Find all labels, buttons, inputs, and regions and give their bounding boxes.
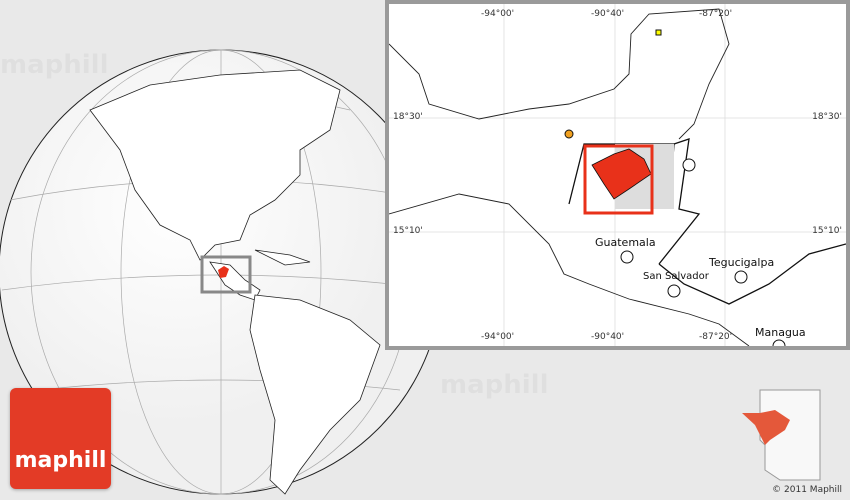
city-marker <box>564 129 574 139</box>
highlight-region <box>218 266 229 278</box>
watermark: maphill <box>0 50 109 80</box>
continents <box>89 69 381 495</box>
longitude-label: -87°20' <box>699 9 733 19</box>
longitude-label: -90°40' <box>591 9 625 19</box>
highlight-box <box>583 144 654 215</box>
region-silhouette <box>742 389 821 481</box>
maphill-logo[interactable]: maphill <box>10 388 111 489</box>
watermark: maphill <box>440 370 549 400</box>
capital-markers <box>620 158 786 346</box>
city-label: Tegucigalpa <box>709 256 775 269</box>
longitude-label: -87°20' <box>699 332 733 342</box>
longitude-label: -94°00' <box>481 9 515 19</box>
longitude-label: -90°40' <box>591 332 625 342</box>
inset-locator-box <box>200 255 252 294</box>
city-marker <box>655 29 662 36</box>
inset-map: -94°00' -90°40' -87°20' -94°00' -90°40' … <box>385 0 850 350</box>
longitude-label: -94°00' <box>481 332 515 342</box>
logo-text: maphill <box>14 448 107 473</box>
city-label: Guatemala <box>595 236 656 249</box>
latitude-label: 18°30' <box>812 112 842 122</box>
inset-graticule <box>389 4 846 346</box>
highlight-region <box>742 410 790 445</box>
latitude-label: 15°10' <box>393 226 423 236</box>
globe-map <box>0 49 440 495</box>
latitude-label: 18°30' <box>393 112 423 122</box>
city-label: Managua <box>755 326 806 339</box>
city-label: San Salvador <box>643 271 709 282</box>
copyright: © 2011 Maphill <box>772 485 842 495</box>
latitude-label: 15°10' <box>812 226 842 236</box>
coastlines <box>389 8 750 346</box>
